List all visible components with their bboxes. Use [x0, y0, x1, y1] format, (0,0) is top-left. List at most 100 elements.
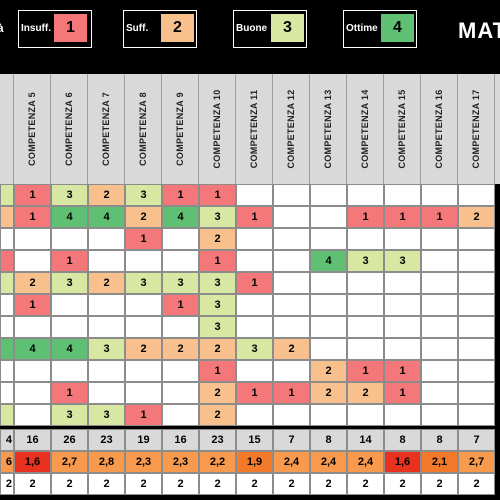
grade-cell[interactable]: 3 [125, 184, 162, 206]
clipped-cell[interactable] [0, 382, 14, 404]
grade-cell[interactable] [14, 382, 51, 404]
grade-cell[interactable]: 4 [51, 206, 88, 228]
grade-cell[interactable]: 1 [347, 360, 384, 382]
grade-cell[interactable] [236, 360, 273, 382]
averages-cell[interactable]: 2,3 [162, 451, 199, 473]
grade-cell[interactable]: 1 [273, 382, 310, 404]
grade-cell[interactable]: 3 [51, 184, 88, 206]
grade-cell[interactable]: 3 [125, 272, 162, 294]
clipped-cell[interactable] [0, 228, 14, 250]
grade-cell[interactable] [310, 206, 347, 228]
grade-cell[interactable]: 1 [236, 382, 273, 404]
grade-cell[interactable] [236, 294, 273, 316]
counts-cell[interactable]: 2 [310, 473, 347, 495]
counts-cell[interactable]: 2 [236, 473, 273, 495]
counts-cell[interactable]: 2 [421, 473, 458, 495]
averages-cell[interactable]: 2,7 [51, 451, 88, 473]
grade-cell[interactable] [347, 338, 384, 360]
totals-cell[interactable]: 26 [51, 429, 88, 451]
totals-cell[interactable]: 7 [273, 429, 310, 451]
totals-cell[interactable]: 23 [88, 429, 125, 451]
grade-cell[interactable] [162, 404, 199, 426]
column-header[interactable]: COMPETENZA 12 [273, 74, 310, 184]
grade-cell[interactable] [347, 294, 384, 316]
averages-cell[interactable]: 1,6 [14, 451, 51, 473]
grade-cell[interactable] [273, 404, 310, 426]
grade-cell[interactable] [421, 404, 458, 426]
grade-cell[interactable]: 2 [199, 382, 236, 404]
totals-cell[interactable]: 19 [125, 429, 162, 451]
grade-cell[interactable] [88, 382, 125, 404]
grade-cell[interactable] [273, 228, 310, 250]
grade-cell[interactable]: 1 [14, 184, 51, 206]
grade-cell[interactable] [162, 382, 199, 404]
grade-cell[interactable] [310, 316, 347, 338]
grade-cell[interactable]: 3 [199, 316, 236, 338]
grade-cell[interactable]: 2 [199, 338, 236, 360]
totals-row-clipped-cell[interactable]: 4 [0, 429, 14, 451]
grade-cell[interactable] [458, 382, 495, 404]
grade-cell[interactable]: 3 [199, 206, 236, 228]
grade-cell[interactable] [310, 404, 347, 426]
grade-cell[interactable] [384, 184, 421, 206]
grade-cell[interactable] [458, 250, 495, 272]
grade-cell[interactable]: 3 [162, 272, 199, 294]
grade-cell[interactable] [310, 228, 347, 250]
averages-cell[interactable]: 1,9 [236, 451, 273, 473]
grade-cell[interactable] [88, 250, 125, 272]
grade-cell[interactable] [125, 250, 162, 272]
totals-cell[interactable]: 7 [458, 429, 495, 451]
grade-cell[interactable]: 1 [347, 206, 384, 228]
counts-cell[interactable]: 2 [347, 473, 384, 495]
column-header[interactable]: COMPETENZA 13 [310, 74, 347, 184]
grade-cell[interactable]: 2 [162, 338, 199, 360]
grade-cell[interactable] [458, 338, 495, 360]
clipped-cell[interactable] [0, 184, 14, 206]
column-header[interactable]: COMPETENZA 6 [51, 74, 88, 184]
grade-cell[interactable]: 4 [14, 338, 51, 360]
grade-cell[interactable] [236, 404, 273, 426]
grade-cell[interactable] [88, 294, 125, 316]
clipped-cell[interactable] [0, 294, 14, 316]
column-header[interactable]: COMPETENZA 17 [458, 74, 495, 184]
totals-cell[interactable]: 16 [14, 429, 51, 451]
totals-cell[interactable]: 8 [421, 429, 458, 451]
grade-cell[interactable]: 3 [51, 404, 88, 426]
grade-cell[interactable] [384, 294, 421, 316]
grade-cell[interactable]: 1 [14, 294, 51, 316]
column-header[interactable]: COMPETENZA 15 [384, 74, 421, 184]
grade-cell[interactable] [384, 272, 421, 294]
grade-cell[interactable]: 1 [384, 360, 421, 382]
grade-cell[interactable] [14, 404, 51, 426]
column-header[interactable]: COMPETENZA 11 [236, 74, 273, 184]
clipped-cell[interactable] [0, 272, 14, 294]
grade-cell[interactable]: 2 [273, 338, 310, 360]
grade-cell[interactable]: 2 [347, 382, 384, 404]
grade-cell[interactable]: 2 [199, 228, 236, 250]
grade-cell[interactable]: 2 [88, 272, 125, 294]
grade-cell[interactable] [14, 250, 51, 272]
column-header[interactable]: COMPETENZA 16 [421, 74, 458, 184]
grade-cell[interactable]: 2 [199, 404, 236, 426]
totals-cell[interactable]: 16 [162, 429, 199, 451]
grade-cell[interactable]: 1 [199, 250, 236, 272]
averages-cell[interactable]: 2,8 [88, 451, 125, 473]
grade-cell[interactable] [347, 184, 384, 206]
averages-cell[interactable]: 2,4 [273, 451, 310, 473]
grade-cell[interactable] [458, 228, 495, 250]
grade-cell[interactable] [384, 228, 421, 250]
grade-cell[interactable]: 1 [162, 184, 199, 206]
counts-cell[interactable]: 2 [384, 473, 421, 495]
grade-cell[interactable] [310, 184, 347, 206]
grade-cell[interactable] [347, 404, 384, 426]
grade-cell[interactable]: 3 [199, 294, 236, 316]
grade-cell[interactable]: 2 [310, 360, 347, 382]
grade-cell[interactable]: 3 [236, 338, 273, 360]
grade-cell[interactable]: 1 [125, 404, 162, 426]
grade-cell[interactable] [162, 250, 199, 272]
grade-cell[interactable] [14, 228, 51, 250]
grade-cell[interactable]: 1 [236, 272, 273, 294]
clipped-cell[interactable] [0, 316, 14, 338]
grade-cell[interactable] [273, 316, 310, 338]
counts-cell[interactable]: 2 [273, 473, 310, 495]
